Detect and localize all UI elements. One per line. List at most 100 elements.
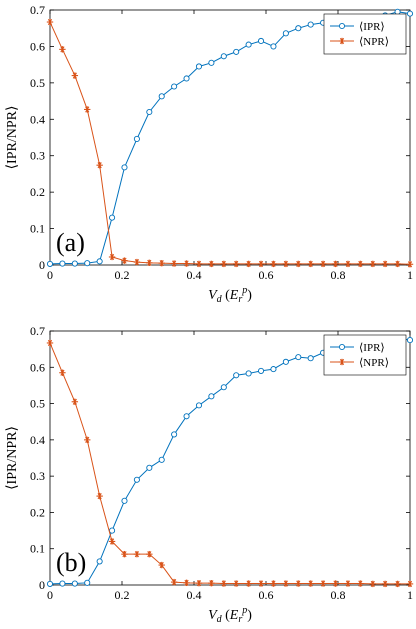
legend-label: ⟨IPR⟩ [359, 21, 385, 33]
data-point-ipr [406, 337, 414, 344]
y-tick-label: 0.7 [30, 3, 45, 17]
data-point-npr [344, 580, 352, 587]
data-point-ipr [406, 10, 414, 17]
legend-label: ⟨NPR⟩ [359, 36, 389, 48]
panel-label: (a) [56, 228, 85, 257]
data-point-npr [344, 260, 352, 268]
data-point-ipr [84, 579, 91, 586]
data-point-npr [257, 260, 265, 268]
data-point-npr [96, 161, 103, 169]
data-point-npr [257, 580, 265, 587]
legend-box [323, 334, 407, 376]
panel-label: (b) [56, 548, 86, 577]
data-point-ipr [121, 497, 128, 504]
data-point-npr [381, 260, 389, 268]
data-point-npr [406, 261, 414, 268]
data-point-ipr [195, 402, 203, 409]
data-point-ipr [59, 580, 66, 587]
data-point-ipr [233, 48, 240, 55]
y-tick-label: 0.1 [30, 542, 45, 556]
x-tick-label: 0.8 [331, 268, 346, 282]
y-tick-label: 0.1 [30, 222, 45, 236]
legend-entry-ipr: ⟨IPR⟩ [330, 21, 385, 33]
data-point-ipr [59, 260, 66, 267]
data-point-npr [406, 580, 414, 588]
x-tick-label: 0.6 [259, 268, 274, 282]
data-point-ipr [257, 367, 265, 374]
data-point-ipr [109, 214, 116, 221]
y-tick-label: 0 [39, 578, 45, 592]
data-point-ipr [208, 59, 215, 66]
x-axis-label: Vd (Erp) [208, 285, 252, 305]
data-point-ipr [270, 366, 277, 373]
y-tick-label: 0.7 [30, 324, 45, 338]
data-point-npr [208, 579, 215, 587]
legend-entry-npr: ⟨NPR⟩ [330, 36, 389, 48]
x-tick-label: 0.8 [331, 588, 346, 602]
data-point-ipr [282, 30, 289, 37]
data-point-npr [59, 369, 66, 376]
data-point-npr [208, 260, 215, 268]
data-point-ipr [46, 580, 54, 587]
data-point-npr [59, 46, 66, 53]
chart-panel-a: 0 0.2 0.4 0.6 0.8 1 0 0.1 0.2 0.3 0.4 0.5 0.6 0.7 Vd (… [5, 3, 414, 305]
legend-box [323, 13, 407, 55]
data-point-npr [282, 580, 290, 587]
data-point-npr [381, 580, 389, 588]
data-point-npr [232, 260, 240, 268]
data-point-ipr [171, 83, 178, 90]
y-tick-label: 0.2 [30, 505, 45, 519]
data-point-npr [183, 260, 190, 267]
data-point-npr [270, 580, 277, 587]
data-point-npr [220, 580, 228, 587]
data-point-npr [307, 580, 314, 587]
data-point-ipr [133, 476, 140, 483]
y-tick-label: 0.3 [30, 469, 45, 483]
data-point-ipr [257, 37, 265, 45]
data-point-npr [170, 578, 178, 586]
data-point-npr [46, 18, 54, 26]
data-point-npr [394, 580, 401, 588]
data-point-npr [195, 260, 203, 268]
data-point-ipr [195, 63, 203, 70]
data-point-ipr [220, 53, 227, 60]
data-point-npr [295, 580, 302, 587]
data-point-ipr [109, 527, 116, 534]
x-tick-label: 0 [47, 268, 53, 282]
data-point-npr [369, 580, 376, 588]
data-point-npr [146, 550, 153, 558]
data-point-npr [71, 398, 79, 405]
data-point-npr [158, 259, 165, 267]
data-point-npr [170, 260, 178, 267]
data-point-ipr [96, 258, 103, 265]
data-point-ipr [183, 75, 190, 82]
data-point-ipr [121, 164, 128, 171]
data-point-npr [319, 260, 327, 268]
data-point-npr [282, 260, 290, 268]
data-point-ipr [146, 108, 153, 116]
data-point-ipr [233, 372, 240, 379]
data-point-ipr [307, 355, 314, 362]
data-point-npr [232, 580, 240, 587]
data-point-npr [133, 258, 141, 266]
x-tick-label: 0.4 [187, 588, 202, 602]
data-point-npr [133, 550, 141, 558]
x-tick-label: 0.2 [115, 588, 130, 602]
x-tick-label: 0.6 [259, 588, 274, 602]
data-point-ipr [394, 8, 401, 15]
data-point-npr [270, 260, 277, 268]
x-axis-label: Vd (Erp) [208, 605, 252, 625]
legend-label: ⟨NPR⟩ [359, 357, 389, 369]
legend-marker [338, 358, 346, 366]
data-point-npr [369, 260, 376, 268]
data-point-ipr [208, 393, 215, 400]
data-point-npr [319, 580, 327, 587]
legend-entry-ipr: ⟨IPR⟩ [330, 342, 385, 354]
data-point-npr [146, 259, 153, 267]
data-point-ipr [96, 558, 103, 565]
data-point-npr [220, 260, 228, 268]
data-point-ipr [245, 41, 252, 48]
data-point-npr [332, 260, 339, 268]
data-point-ipr [282, 358, 289, 365]
